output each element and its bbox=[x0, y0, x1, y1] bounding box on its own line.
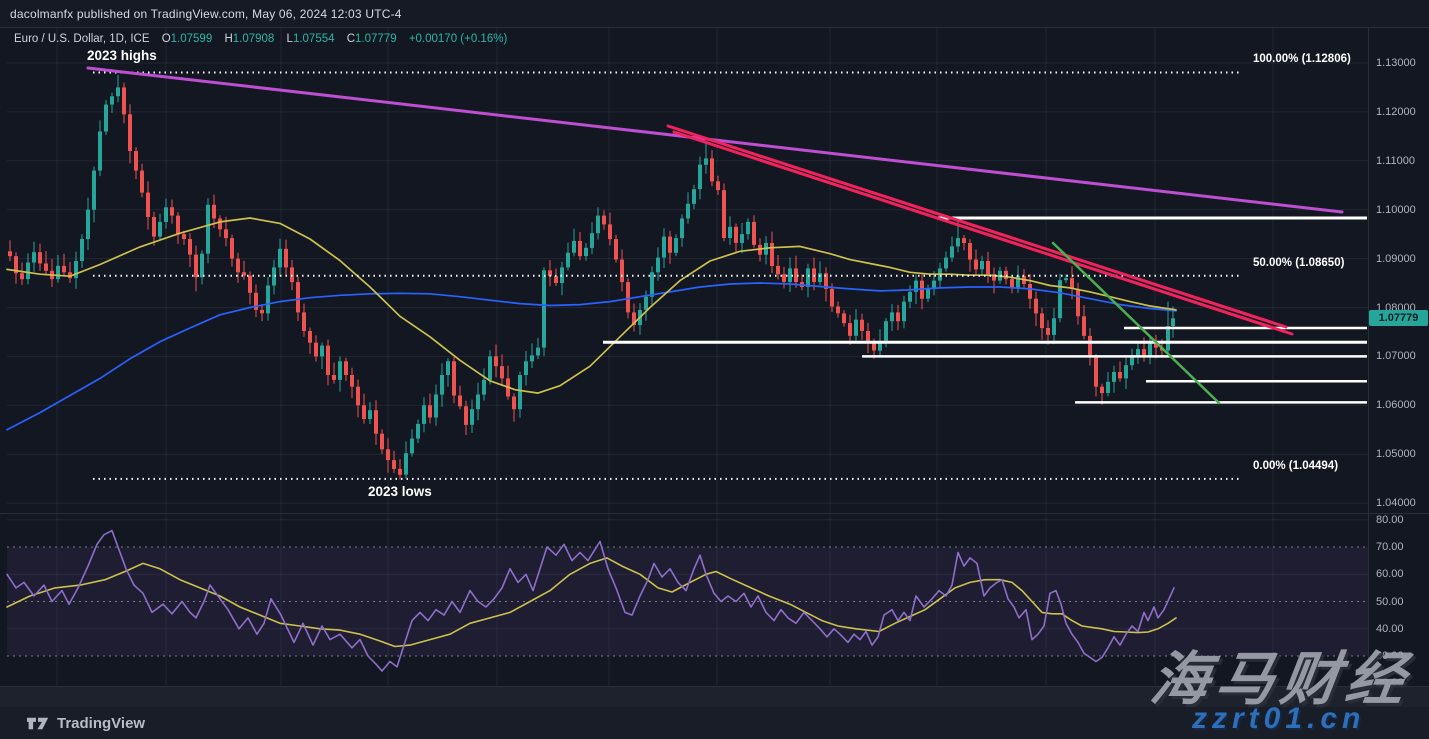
price-tick: 1.10000 bbox=[1376, 203, 1416, 216]
ohlc-low-value: 1.07554 bbox=[292, 33, 335, 45]
attribution-text: dacolmanfx published on TradingView.com,… bbox=[10, 6, 402, 21]
footer-bar: TradingView bbox=[0, 707, 1429, 739]
ohlc-close-value: 1.07779 bbox=[355, 33, 397, 45]
price-tick: 1.09000 bbox=[1376, 252, 1416, 265]
rsi-tick: 60.00 bbox=[1376, 568, 1404, 581]
price-tick: 1.11000 bbox=[1376, 154, 1415, 167]
ohlc-open-label: O bbox=[161, 33, 171, 45]
attribution-bar: dacolmanfx published on TradingView.com,… bbox=[0, 0, 1429, 28]
rsi-tick: 70.00 bbox=[1376, 541, 1404, 553]
time-axis[interactable] bbox=[0, 687, 1429, 707]
price-tick: 1.07000 bbox=[1376, 350, 1416, 363]
tradingview-logo-icon[interactable] bbox=[27, 716, 49, 731]
tradingview-logo-text[interactable]: TradingView bbox=[57, 714, 146, 732]
symbol-title[interactable]: Euro / U.S. Dollar, 1D, ICE bbox=[14, 33, 150, 45]
ohlc-low-label: L bbox=[286, 33, 293, 45]
ohlc-high-label: H bbox=[224, 33, 233, 45]
rsi-tick: 30.00 bbox=[1376, 650, 1404, 662]
rsi-tick: 80.00 bbox=[1376, 513, 1404, 526]
last-price-label: 1.07779 bbox=[1369, 310, 1428, 327]
price-tick: 1.12000 bbox=[1376, 105, 1416, 118]
price-tick: 1.06000 bbox=[1376, 399, 1416, 412]
price-tick: 1.05000 bbox=[1376, 448, 1416, 461]
ohlc-high-value: 1.07908 bbox=[232, 33, 275, 45]
rsi-tick: 50.00 bbox=[1376, 595, 1404, 608]
ohlc-open-value: 1.07599 bbox=[170, 33, 213, 45]
symbol-legend[interactable]: Euro / U.S. Dollar, 1D, ICE O1.07599 H1.… bbox=[14, 33, 507, 45]
ohlc-close-label: C bbox=[346, 33, 356, 45]
change-value: +0.00170 (+0.16%) bbox=[408, 33, 508, 45]
rsi-tick: 40.00 bbox=[1376, 622, 1404, 635]
price-tick: 1.13000 bbox=[1376, 57, 1416, 69]
price-tick: 1.04000 bbox=[1376, 497, 1416, 510]
